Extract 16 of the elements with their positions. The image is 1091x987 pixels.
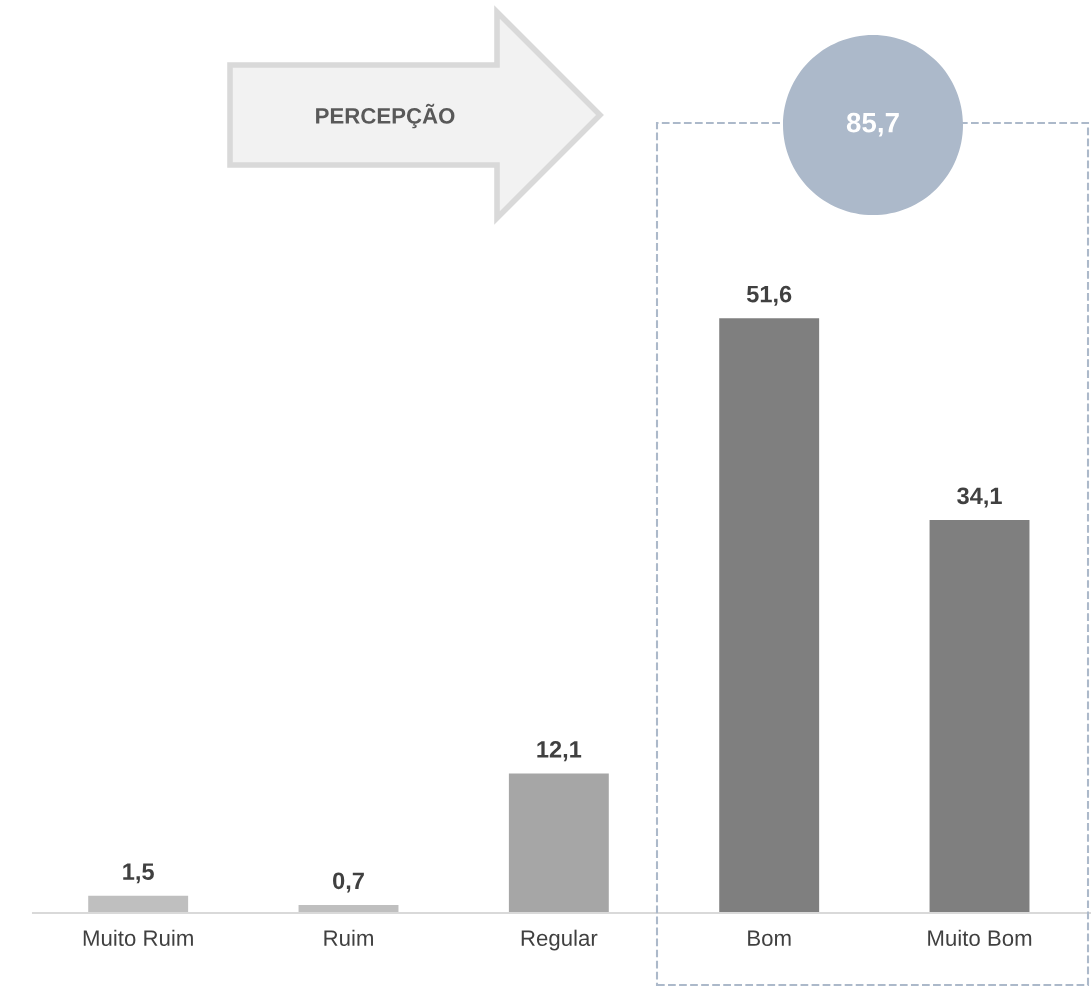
x-tick-label: Regular	[521, 929, 598, 951]
bar	[88, 895, 189, 913]
bar	[508, 773, 609, 913]
data-label: 51,6	[746, 285, 792, 306]
text: PERCEPÇÃO	[316, 103, 455, 129]
bar	[719, 318, 820, 913]
data-label: 12,1	[537, 741, 582, 762]
x-tick-label: Muito Ruim	[83, 929, 193, 946]
data-label: 1,5	[123, 863, 154, 884]
text: 85,7	[846, 112, 899, 137]
data-label: 34,1	[957, 487, 1002, 508]
data-label: 0,7	[333, 872, 364, 893]
bar	[929, 519, 1030, 913]
x-tick-label: Bom	[748, 930, 791, 946]
x-tick-label: Ruim	[324, 929, 373, 946]
x-tick-label: Muito Bom	[928, 929, 1032, 946]
